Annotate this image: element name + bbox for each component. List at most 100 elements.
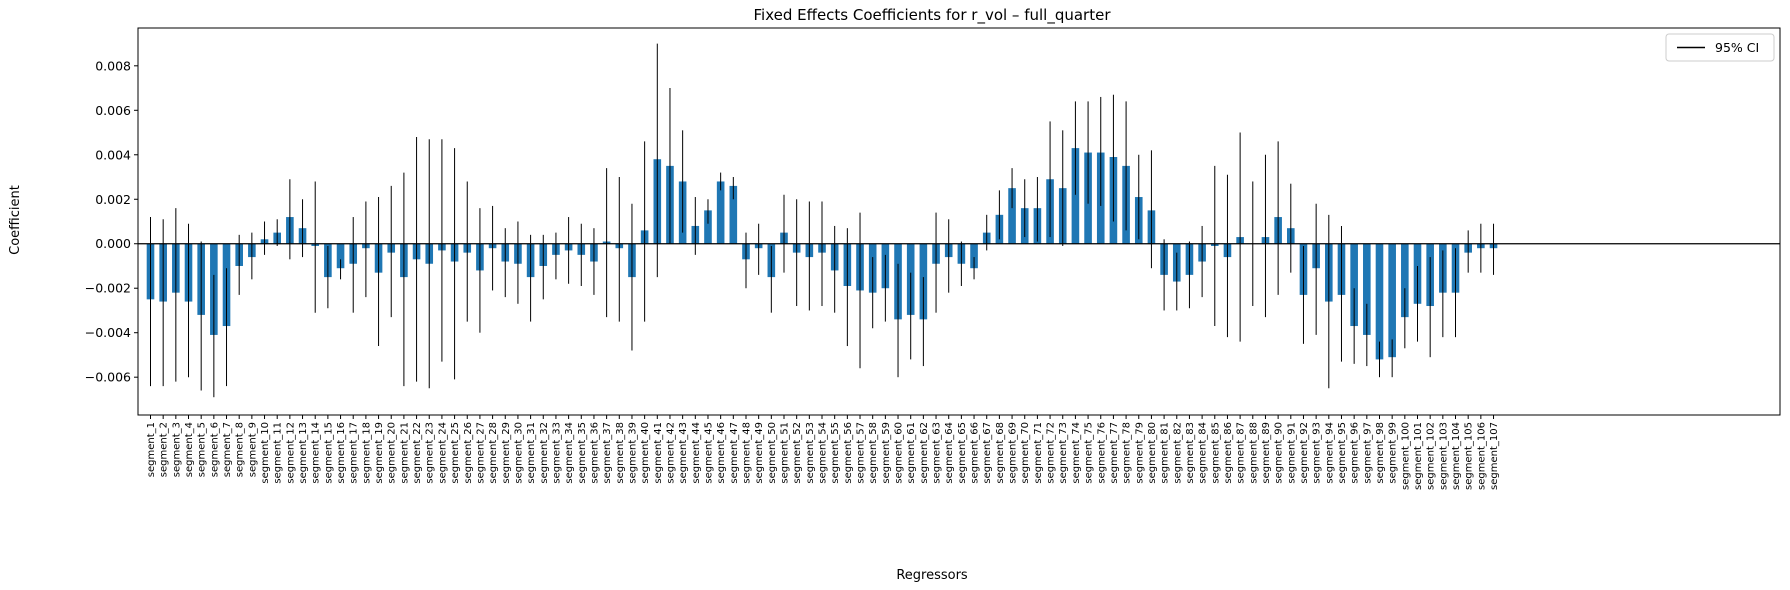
- y-tick-label: 0.002: [95, 192, 131, 207]
- x-tick-label: segment_71: [1033, 422, 1044, 484]
- bar: [1363, 243, 1371, 335]
- x-tick-label: segment_83: [1185, 422, 1196, 484]
- x-tick-label: segment_52: [792, 422, 803, 484]
- x-tick-label: segment_94: [1324, 422, 1335, 484]
- x-tick-label: segment_28: [488, 422, 499, 484]
- x-axis-label: Regressors: [896, 568, 968, 583]
- x-axis: segment_1 segment_2 segment_3 segment_4 segm…: [146, 415, 1500, 490]
- x-tick-label: segment_96: [1350, 422, 1361, 484]
- x-tick-label: segment_40: [640, 422, 651, 484]
- x-tick-label: segment_18: [361, 422, 372, 484]
- x-tick-label: segment_59: [881, 422, 892, 484]
- x-tick-label: segment_33: [551, 422, 562, 484]
- x-tick-label: segment_12: [285, 422, 296, 484]
- x-tick-label: segment_21: [399, 422, 410, 484]
- bar: [716, 181, 725, 244]
- x-tick-label: segment_85: [1210, 422, 1221, 484]
- y-axis-label: Coefficient: [8, 185, 23, 255]
- x-tick-label: segment_34: [564, 422, 575, 484]
- x-tick-label: segment_35: [577, 422, 588, 484]
- y-tick-label: 0.000: [95, 236, 131, 251]
- x-tick-label: segment_54: [818, 422, 829, 484]
- bar: [729, 185, 738, 244]
- x-tick-label: segment_79: [1134, 422, 1145, 484]
- x-tick-label: segment_72: [1046, 422, 1057, 484]
- x-tick-label: segment_68: [995, 422, 1006, 484]
- x-tick-label: segment_67: [982, 422, 993, 484]
- x-tick-label: segment_26: [463, 422, 474, 484]
- x-tick-label: segment_41: [653, 422, 664, 484]
- x-tick-label: segment_11: [273, 422, 284, 484]
- x-tick-label: segment_44: [691, 422, 702, 484]
- x-tick-label: segment_78: [1122, 422, 1133, 484]
- bar: [1375, 243, 1384, 360]
- y-tick-label: −0.004: [85, 325, 131, 340]
- x-tick-label: segment_87: [1236, 422, 1247, 484]
- x-tick-label: segment_103: [1438, 422, 1449, 490]
- x-tick-label: segment_38: [615, 422, 626, 484]
- x-tick-label: segment_49: [754, 422, 765, 484]
- bar: [704, 210, 712, 244]
- y-tick-label: 0.004: [95, 147, 131, 162]
- x-tick-label: segment_107: [1489, 422, 1500, 490]
- x-tick-label: segment_7: [222, 422, 233, 477]
- x-tick-label: segment_88: [1248, 422, 1259, 484]
- x-tick-label: segment_51: [780, 422, 791, 484]
- x-tick-label: segment_74: [1071, 422, 1082, 484]
- x-tick-label: segment_25: [450, 422, 461, 484]
- x-tick-label: segment_16: [336, 422, 347, 484]
- bar: [1401, 243, 1409, 318]
- x-tick-label: segment_75: [1084, 422, 1095, 484]
- x-tick-label: segment_65: [957, 422, 968, 484]
- x-tick-label: segment_14: [311, 422, 322, 484]
- x-tick-label: segment_98: [1375, 422, 1386, 484]
- x-tick-label: segment_104: [1451, 422, 1462, 490]
- x-tick-label: segment_22: [412, 422, 423, 484]
- x-tick-label: segment_43: [678, 422, 689, 484]
- x-tick-label: segment_105: [1464, 422, 1475, 490]
- x-tick-label: segment_82: [1172, 422, 1183, 484]
- x-tick-label: segment_106: [1476, 422, 1487, 490]
- x-tick-label: segment_92: [1299, 422, 1310, 484]
- error-bars: [150, 43, 1495, 398]
- x-tick-label: segment_84: [1198, 422, 1209, 484]
- x-tick-label: segment_50: [767, 422, 778, 484]
- x-tick-label: segment_55: [830, 422, 841, 484]
- x-tick-label: segment_6: [209, 422, 220, 477]
- x-tick-label: segment_93: [1312, 422, 1323, 484]
- x-tick-label: segment_99: [1388, 422, 1399, 484]
- x-tick-label: segment_62: [919, 422, 930, 484]
- x-tick-label: segment_61: [906, 422, 917, 484]
- x-tick-label: segment_42: [665, 422, 676, 484]
- x-tick-label: segment_101: [1413, 422, 1424, 490]
- x-tick-label: segment_58: [868, 422, 879, 484]
- x-tick-label: segment_19: [374, 422, 385, 484]
- bar: [1388, 243, 1396, 358]
- x-tick-label: segment_48: [741, 422, 752, 484]
- x-tick-label: segment_4: [184, 422, 195, 477]
- x-tick-label: segment_76: [1096, 422, 1107, 484]
- x-tick-label: segment_20: [387, 422, 398, 484]
- y-tick-label: 0.008: [95, 58, 131, 73]
- x-tick-label: segment_24: [437, 422, 448, 484]
- x-tick-label: segment_37: [602, 422, 613, 484]
- x-tick-label: segment_97: [1362, 422, 1373, 484]
- bar: [970, 243, 978, 269]
- y-tick-label: 0.006: [95, 103, 131, 118]
- x-tick-label: segment_15: [323, 422, 334, 484]
- x-tick-label: segment_47: [729, 422, 740, 484]
- bar: [336, 243, 345, 269]
- x-tick-label: segment_56: [843, 422, 854, 484]
- x-tick-label: segment_91: [1286, 422, 1297, 484]
- x-tick-label: segment_31: [526, 422, 537, 484]
- chart-title: Fixed Effects Coefficients for r_vol – f…: [754, 6, 1112, 25]
- x-tick-label: segment_45: [703, 422, 714, 484]
- x-tick-label: segment_3: [171, 422, 182, 477]
- x-tick-label: segment_13: [298, 422, 309, 484]
- x-tick-label: segment_90: [1274, 422, 1285, 484]
- bar: [1350, 243, 1358, 327]
- bar: [1008, 188, 1016, 244]
- x-tick-label: segment_29: [501, 422, 512, 484]
- legend: 95% CI: [1665, 33, 1775, 62]
